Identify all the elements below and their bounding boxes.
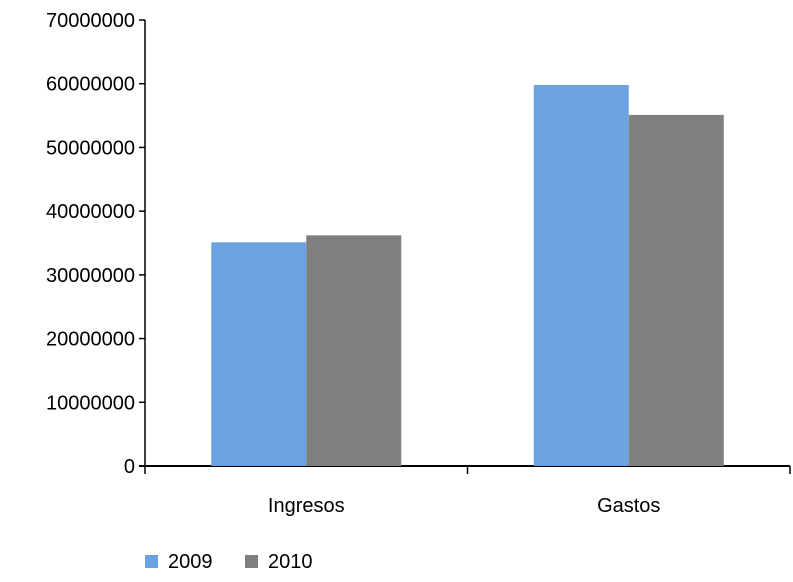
y-tick-label: 70000000 — [46, 10, 135, 32]
y-tick-label: 10000000 — [46, 392, 135, 414]
x-axis: Ingresos Gastos — [139, 465, 791, 517]
bar-ingresos-2009 — [211, 242, 307, 466]
bar-ingresos-2010 — [306, 235, 402, 466]
y-axis: 0 10000000 20000000 30000000 40000000 5000000… — [46, 10, 146, 478]
y-tick-label: 30000000 — [46, 265, 135, 287]
y-tick-label: 50000000 — [46, 137, 135, 159]
y-tick-label: 20000000 — [46, 329, 135, 351]
legend-swatch-2010 — [245, 555, 258, 568]
legend-label-2009: 2009 — [168, 551, 213, 573]
y-tick-label: 40000000 — [46, 201, 135, 223]
y-tick-label: 0 — [124, 456, 135, 478]
bar-gastos-2009 — [533, 84, 629, 466]
legend-label-2010: 2010 — [268, 551, 313, 573]
bars — [211, 84, 724, 466]
x-category-label: Ingresos — [268, 495, 345, 517]
x-category-label: Gastos — [597, 495, 660, 517]
legend-swatch-2009 — [145, 555, 158, 568]
y-tick-label: 60000000 — [46, 74, 135, 96]
legend: 2009 2010 — [145, 551, 313, 573]
bar-gastos-2010 — [628, 114, 724, 466]
